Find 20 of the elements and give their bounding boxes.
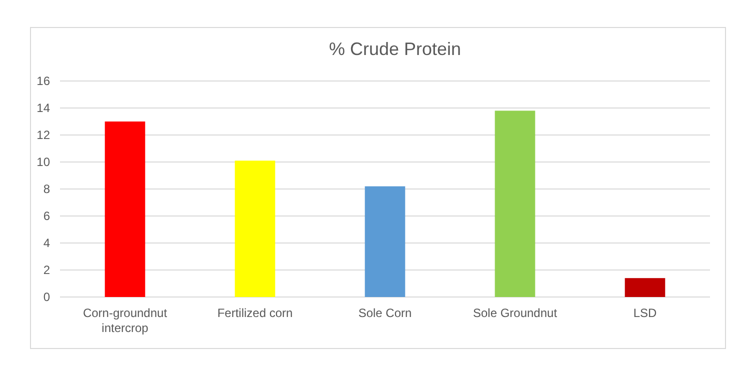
y-tick-label: 12 bbox=[36, 128, 50, 142]
bar bbox=[104, 122, 146, 297]
x-tick-label: LSD bbox=[633, 306, 658, 320]
y-tick-label: 8 bbox=[43, 182, 50, 196]
y-tick-label: 0 bbox=[43, 290, 50, 304]
y-tick-label: 10 bbox=[36, 155, 50, 170]
bar bbox=[234, 160, 276, 297]
chart-title: % Crude Protein bbox=[328, 39, 462, 59]
x-tick-label: Sole Corn bbox=[358, 306, 412, 320]
x-tick-label: Corn-groundnut intercrop bbox=[82, 306, 168, 335]
bar bbox=[624, 278, 666, 297]
y-tick-label: 6 bbox=[43, 209, 50, 224]
x-tick-label: Fertilized corn bbox=[217, 306, 293, 320]
y-tick-label: 16 bbox=[36, 74, 50, 88]
y-tick-label: 14 bbox=[36, 101, 50, 116]
y-tick-label: 2 bbox=[43, 263, 50, 278]
bar bbox=[494, 110, 536, 297]
x-tick-label: Sole Groundnut bbox=[472, 306, 558, 320]
y-tick-label: 4 bbox=[43, 236, 50, 250]
bar bbox=[364, 186, 406, 297]
